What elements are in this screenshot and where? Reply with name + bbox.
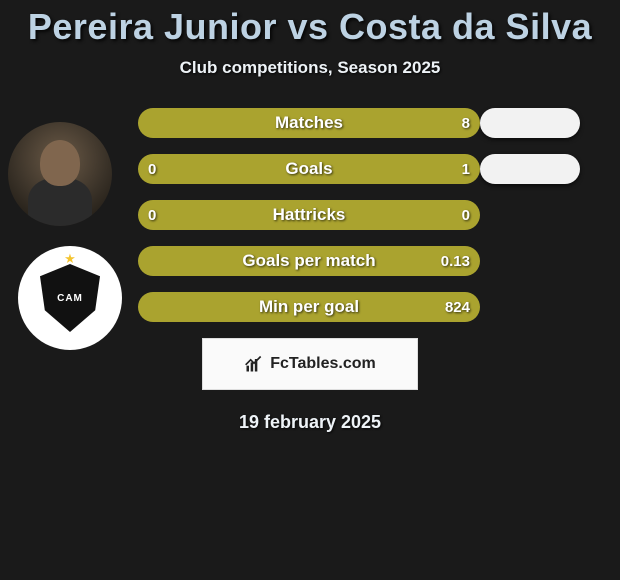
watermark-text: FcTables.com [270, 355, 376, 373]
stat-pill: Goals 0 1 [138, 154, 480, 184]
side-pill [480, 108, 580, 138]
stat-row: Matches 8 [138, 108, 600, 138]
stat-right-value: 8 [462, 115, 470, 132]
date-line: 19 february 2025 [0, 412, 620, 433]
stat-pill: Min per goal 824 [138, 292, 480, 322]
subtitle: Club competitions, Season 2025 [0, 58, 620, 78]
stat-right-value: 824 [445, 299, 470, 316]
stat-row: Hattricks 0 0 [138, 200, 600, 230]
stat-right-value: 0 [462, 207, 470, 224]
stat-right-value: 0.13 [441, 253, 470, 270]
stat-label: Min per goal [259, 297, 359, 317]
stat-label: Hattricks [273, 205, 346, 225]
watermark: FcTables.com [202, 338, 418, 390]
stat-label: Matches [275, 113, 343, 133]
stat-right-value: 1 [462, 161, 470, 178]
bar-track: Goals per match 0.13 [138, 246, 480, 276]
side-pill [480, 154, 580, 184]
stat-left-value: 0 [148, 161, 156, 178]
bar-track: Hattricks 0 0 [138, 200, 480, 230]
bar-track: Goals 0 1 [138, 154, 480, 184]
stat-label: Goals per match [242, 251, 375, 271]
bar-track: Matches 8 [138, 108, 480, 138]
stat-row: Min per goal 824 [138, 292, 600, 322]
chart-icon [244, 354, 264, 374]
stat-bars: Matches 8 Goals 0 1 Hattricks 0 0 Goals per matc… [0, 108, 620, 322]
stat-pill: Goals per match 0.13 [138, 246, 480, 276]
stat-row: Goals 0 1 [138, 154, 600, 184]
stat-left-value: 0 [148, 207, 156, 224]
bar-track: Min per goal 824 [138, 292, 480, 322]
stat-label: Goals [285, 159, 332, 179]
stat-pill: Hattricks 0 0 [138, 200, 480, 230]
stat-pill: Matches 8 [138, 108, 480, 138]
stat-row: Goals per match 0.13 [138, 246, 600, 276]
comparison-card: Pereira Junior vs Costa da Silva Club co… [0, 0, 620, 580]
page-title: Pereira Junior vs Costa da Silva [0, 6, 620, 48]
